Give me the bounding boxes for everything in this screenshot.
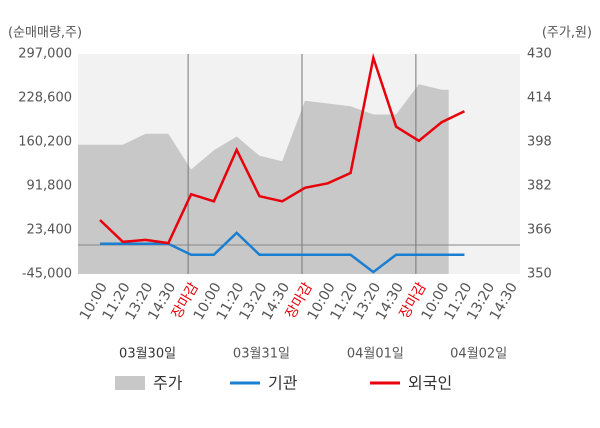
legend-swatch — [115, 376, 145, 390]
series-line — [99, 52, 465, 245]
y2-tick-label: 366 — [527, 223, 552, 238]
y-tick-label: 91,800 — [27, 179, 73, 194]
day-label: 03월30일 — [119, 347, 176, 362]
price-area — [78, 84, 449, 274]
series-line — [100, 231, 465, 274]
y2-tick-label: 350 — [527, 267, 552, 282]
y2-tick-label: 430 — [527, 47, 552, 62]
y2-tick-label: 382 — [527, 179, 552, 194]
y-tick-label: 297,000 — [18, 47, 72, 62]
legend-label: 주가 — [153, 374, 183, 393]
legend-label: 기관 — [268, 374, 298, 393]
y2-tick-label: 398 — [527, 135, 552, 150]
y-tick-label: 228,600 — [18, 91, 72, 106]
y2-axis-label: (주가,원) — [542, 26, 592, 41]
y-tick-label: -45,000 — [22, 267, 72, 282]
y-axis-label: (순매매량,주) — [8, 26, 82, 41]
y-tick-label: 23,400 — [27, 223, 73, 238]
y-tick-label: 160,200 — [18, 135, 72, 150]
legend-label: 외국인 — [408, 374, 452, 393]
day-label: 04월01일 — [347, 347, 404, 362]
day-label: 04월02일 — [450, 347, 507, 362]
y2-tick-label: 414 — [527, 91, 552, 106]
day-label: 03월31일 — [233, 347, 290, 362]
